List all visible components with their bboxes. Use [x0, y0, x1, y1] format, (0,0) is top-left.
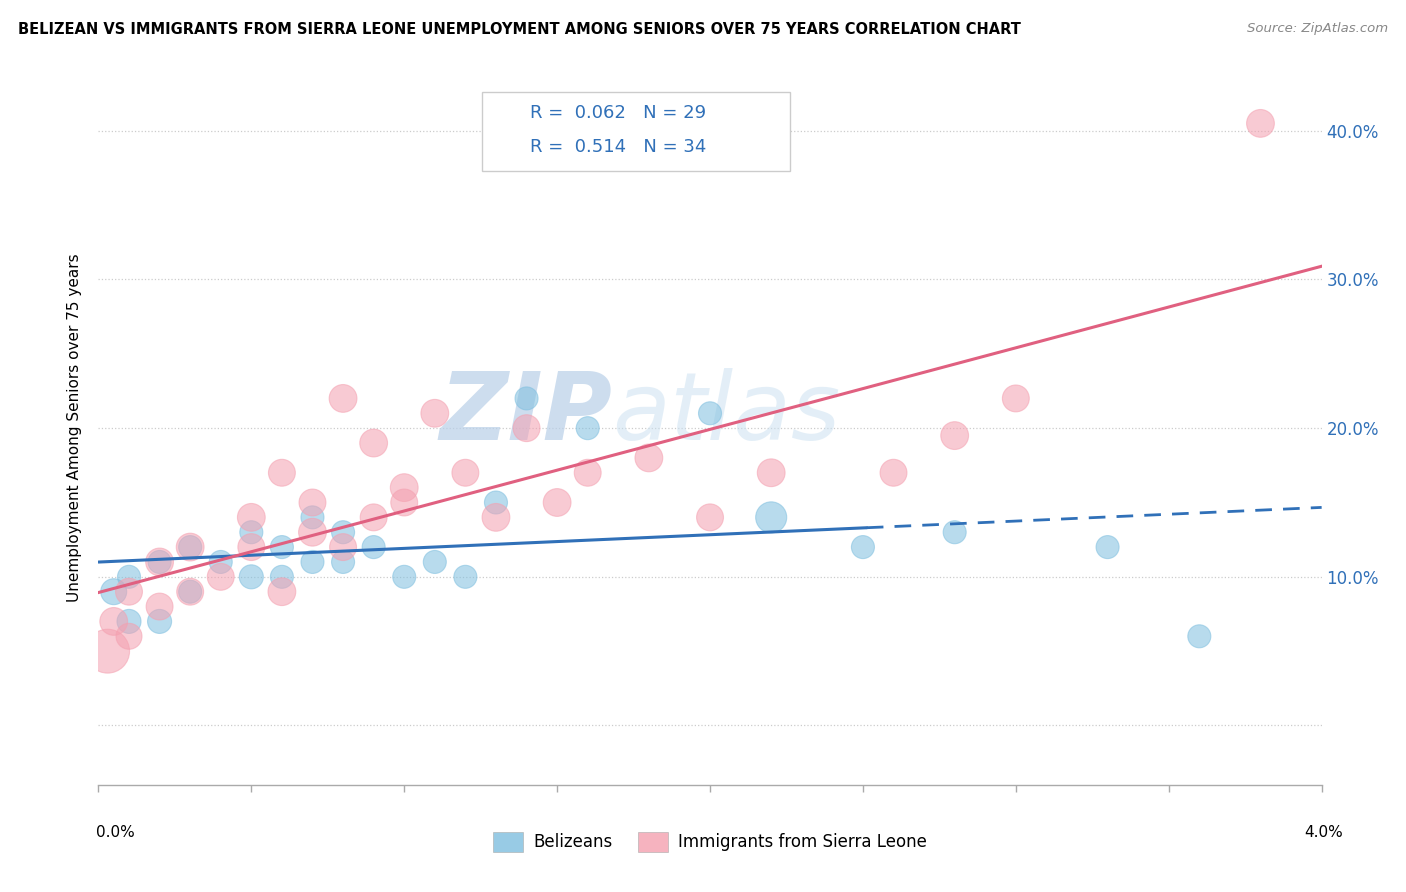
Text: 0.0%: 0.0%	[96, 825, 135, 840]
Point	[392, 570, 416, 584]
Point	[332, 540, 354, 554]
Point	[240, 510, 263, 524]
Point	[485, 510, 508, 524]
Point	[516, 392, 538, 406]
Point	[943, 525, 966, 540]
Point	[240, 540, 263, 554]
Point	[179, 540, 201, 554]
Point	[454, 466, 477, 480]
Point	[179, 584, 201, 599]
Point	[1004, 392, 1026, 406]
Point	[852, 540, 875, 554]
Point	[149, 555, 172, 569]
Point	[301, 525, 323, 540]
Point	[699, 406, 721, 420]
Point	[332, 392, 354, 406]
Point	[332, 525, 354, 540]
Point	[392, 481, 416, 495]
Point	[1097, 540, 1119, 554]
Legend: Belizeans, Immigrants from Sierra Leone: Belizeans, Immigrants from Sierra Leone	[486, 825, 934, 859]
Point	[363, 436, 385, 450]
Point	[270, 570, 294, 584]
Point	[363, 540, 385, 554]
Point	[301, 510, 323, 524]
Point	[423, 555, 446, 569]
Point	[118, 584, 141, 599]
Point	[637, 450, 661, 465]
Point	[1188, 629, 1211, 643]
Point	[576, 466, 599, 480]
Point	[270, 584, 294, 599]
Point	[149, 555, 172, 569]
Point	[454, 570, 477, 584]
Point	[209, 555, 232, 569]
Point	[883, 466, 905, 480]
Text: R =  0.514   N = 34: R = 0.514 N = 34	[530, 138, 706, 156]
Point	[392, 495, 416, 509]
Point	[332, 555, 354, 569]
Point	[943, 428, 966, 442]
Y-axis label: Unemployment Among Seniors over 75 years: Unemployment Among Seniors over 75 years	[67, 254, 83, 602]
Point	[270, 466, 294, 480]
Point	[270, 540, 294, 554]
Point	[179, 540, 201, 554]
Point	[301, 495, 323, 509]
Point	[118, 570, 141, 584]
Point	[103, 584, 125, 599]
Point	[516, 421, 538, 435]
Text: R =  0.062   N = 29: R = 0.062 N = 29	[530, 104, 706, 122]
Point	[179, 584, 201, 599]
Text: BELIZEAN VS IMMIGRANTS FROM SIERRA LEONE UNEMPLOYMENT AMONG SENIORS OVER 75 YEAR: BELIZEAN VS IMMIGRANTS FROM SIERRA LEONE…	[18, 22, 1021, 37]
Point	[301, 555, 323, 569]
Point	[149, 615, 172, 629]
Point	[240, 570, 263, 584]
Point	[97, 644, 120, 658]
Point	[546, 495, 568, 509]
Point	[423, 406, 446, 420]
Point	[576, 421, 599, 435]
Point	[1249, 116, 1271, 130]
Point	[103, 615, 125, 629]
Point	[149, 599, 172, 614]
Text: ZIP: ZIP	[439, 368, 612, 460]
Point	[118, 615, 141, 629]
Point	[485, 495, 508, 509]
Point	[759, 510, 782, 524]
Text: Source: ZipAtlas.com: Source: ZipAtlas.com	[1247, 22, 1388, 36]
Point	[759, 466, 782, 480]
Text: atlas: atlas	[612, 368, 841, 459]
Point	[240, 525, 263, 540]
Point	[363, 510, 385, 524]
Point	[118, 629, 141, 643]
Point	[699, 510, 721, 524]
Text: 4.0%: 4.0%	[1303, 825, 1343, 840]
Point	[209, 570, 232, 584]
